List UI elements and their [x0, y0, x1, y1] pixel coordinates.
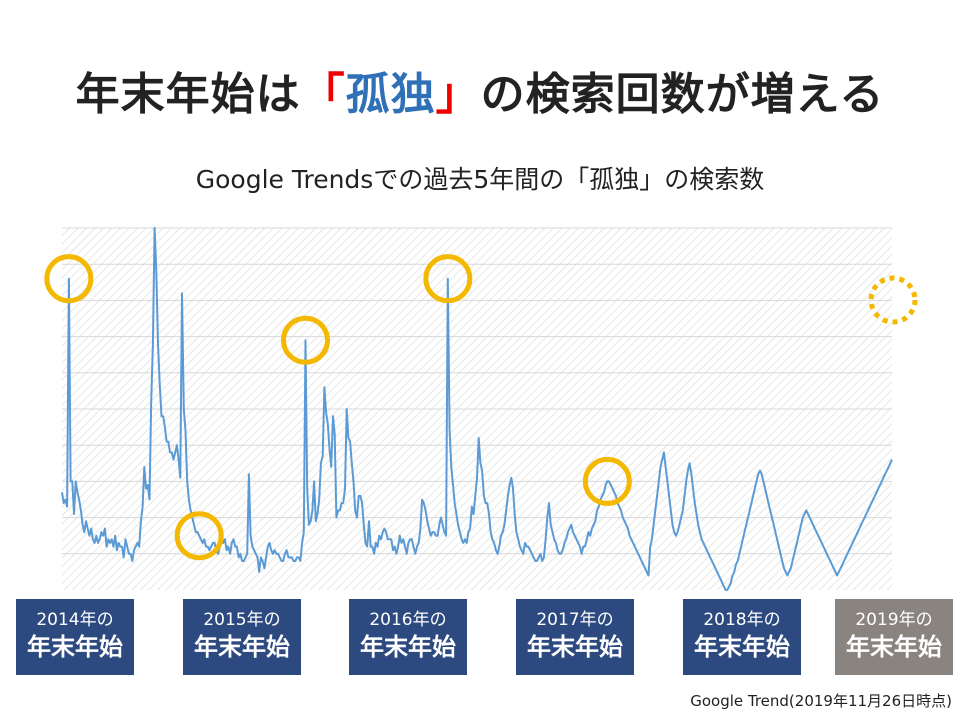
label-period: 年末年始	[194, 633, 290, 661]
source-note: Google Trend(2019年11月26日時点)	[690, 692, 952, 710]
label-2019: 2019年の 年末年始	[835, 599, 953, 675]
label-year: 2019年の	[855, 610, 933, 630]
peak-highlight-circle-2	[174, 511, 224, 561]
title-after: の検索回数が増える	[480, 69, 885, 120]
label-period: 年末年始	[527, 633, 623, 661]
peak-highlight-circle-1	[44, 254, 94, 304]
label-2016: 2016年の 年末年始	[349, 599, 467, 675]
title-before: 年末年始は	[75, 69, 301, 120]
label-2015: 2015年の 年末年始	[183, 599, 301, 675]
highlight-circles	[44, 254, 918, 561]
label-period: 年末年始	[27, 633, 123, 661]
label-2018: 2018年の 年末年始	[683, 599, 801, 675]
label-period: 年末年始	[846, 633, 942, 661]
series-group	[61, 227, 893, 591]
label-period: 年末年始	[360, 633, 456, 661]
label-year: 2018年の	[703, 610, 781, 630]
label-2014: 2014年の 年末年始	[16, 599, 134, 675]
label-period: 年末年始	[694, 633, 790, 661]
title-close-bracket: 」	[435, 69, 481, 120]
peak-highlight-circle-3	[281, 315, 331, 365]
label-year: 2016年の	[369, 610, 447, 630]
title-open-bracket: 「	[300, 69, 346, 120]
label-year: 2014年の	[36, 610, 114, 630]
series-line	[61, 227, 893, 591]
chart-subtitle: Google Trendsでの過去5年間の「孤独」の検索数	[195, 165, 765, 194]
peak-highlight-circle-4	[423, 254, 473, 304]
title-keyword: 孤独	[345, 69, 436, 120]
label-year: 2015年の	[203, 610, 281, 630]
gridlines	[62, 227, 892, 555]
label-2017: 2017年の 年末年始	[516, 599, 634, 675]
page-title: 年末年始は「孤独」の検索回数が増える	[0, 58, 960, 122]
label-year: 2017年の	[536, 610, 614, 630]
predicted-peak-circle	[868, 275, 918, 325]
peak-highlight-circle-5	[582, 456, 632, 506]
